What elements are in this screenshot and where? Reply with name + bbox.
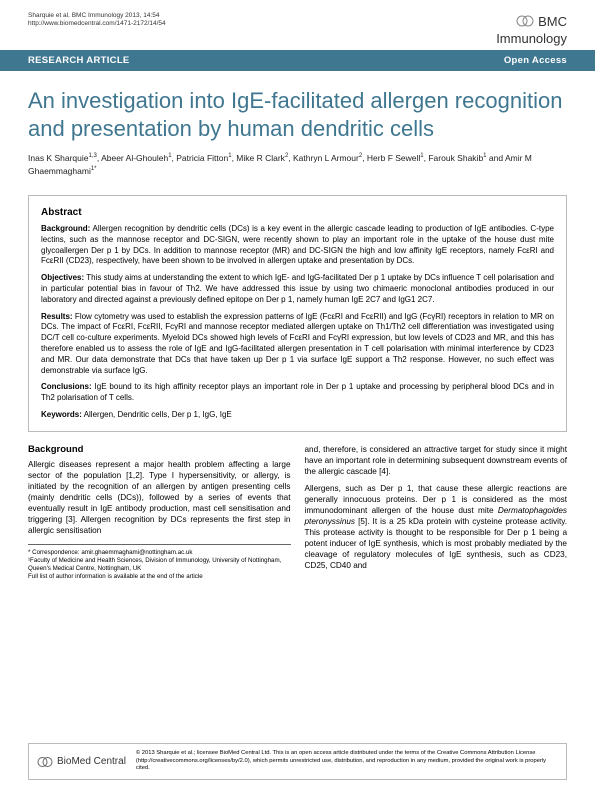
- article-type: RESEARCH ARTICLE: [28, 55, 130, 66]
- citation-line1: Sharquie et al. BMC Immunology 2013, 14:…: [28, 12, 166, 20]
- abstract-keywords: Keywords: Allergen, Dendritic cells, Der…: [41, 410, 554, 421]
- abstract-heading: Abstract: [41, 206, 554, 220]
- journal-name-top: BMC: [538, 14, 567, 29]
- biomed-central-logo: BioMed Central: [37, 754, 126, 770]
- journal-logo: BMC Immunology: [496, 12, 567, 46]
- citation-line2: http://www.biomedcentral.com/1471-2172/1…: [28, 20, 166, 28]
- corr-affiliation: ¹Faculty of Medicine and Health Sciences…: [28, 557, 291, 573]
- license-footer: BioMed Central © 2013 Sharquie et al.; l…: [28, 743, 567, 780]
- abstract-objectives: Objectives: This study aims at understan…: [41, 273, 554, 305]
- column-right: and, therefore, is considered an attract…: [305, 444, 568, 582]
- correspondence-block: * Correspondence: amir.ghaemmaghami@nott…: [28, 544, 291, 581]
- section-heading-background: Background: [28, 444, 291, 457]
- body-para-1: Allergic diseases represent a major heal…: [28, 459, 291, 536]
- license-text: © 2013 Sharquie et al.; licensee BioMed …: [136, 750, 558, 773]
- journal-name-bottom: Immunology: [496, 31, 567, 46]
- body-para-3: Allergens, such as Der p 1, that cause t…: [305, 483, 568, 572]
- open-access-label: Open Access: [504, 55, 567, 66]
- citation-block: Sharquie et al. BMC Immunology 2013, 14:…: [28, 12, 166, 29]
- header-top: Sharquie et al. BMC Immunology 2013, 14:…: [0, 0, 595, 50]
- column-left: Background Allergic diseases represent a…: [28, 444, 291, 582]
- logo-circles-icon: [516, 12, 534, 33]
- article-type-bar: RESEARCH ARTICLE Open Access: [0, 50, 595, 71]
- abstract-results: Results: Flow cytometry was used to esta…: [41, 312, 554, 377]
- abstract-conclusions: Conclusions: IgE bound to its high affin…: [41, 382, 554, 404]
- abstract-box: Abstract Background: Allergen recognitio…: [28, 195, 567, 431]
- corr-email: * Correspondence: amir.ghaemmaghami@nott…: [28, 549, 291, 557]
- bmc-logo-text: BioMed Central: [57, 755, 126, 768]
- abstract-background: Background: Allergen recognition by dend…: [41, 224, 554, 267]
- article-title: An investigation into IgE-facilitated al…: [28, 87, 567, 142]
- authors-list: Inas K Sharquie1,3, Abeer Al-Ghouleh1, P…: [28, 152, 567, 177]
- body-columns: Background Allergic diseases represent a…: [0, 444, 595, 582]
- body-para-2: and, therefore, is considered an attract…: [305, 444, 568, 477]
- bmc-logo-icon: [37, 754, 53, 770]
- title-block: An investigation into IgE-facilitated al…: [0, 71, 595, 187]
- corr-note: Full list of author information is avail…: [28, 573, 291, 581]
